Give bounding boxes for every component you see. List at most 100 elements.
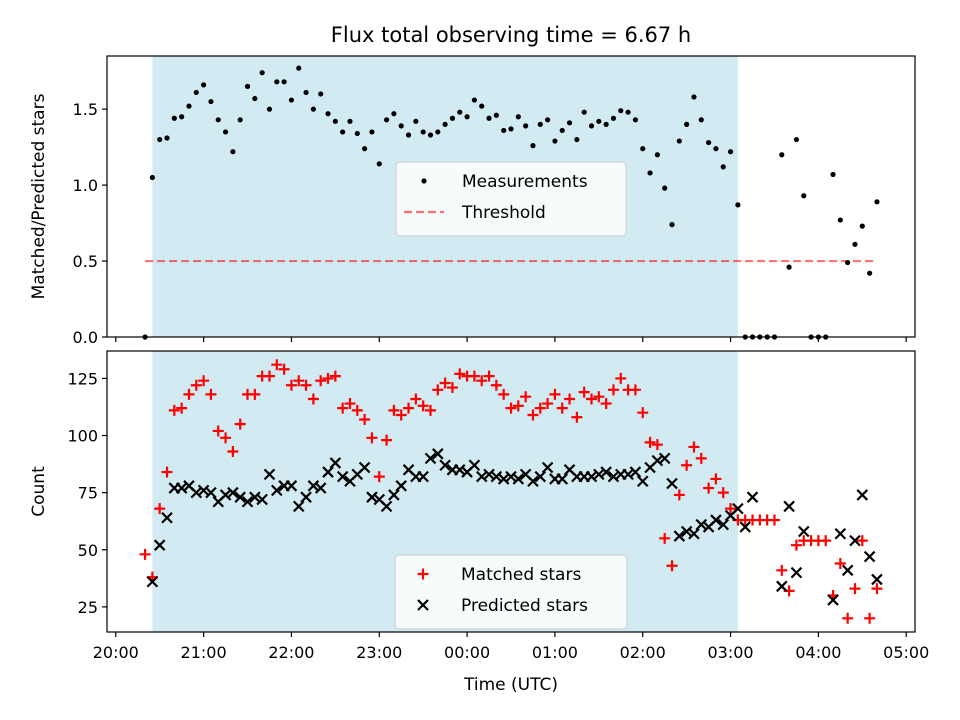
matched-star-marker xyxy=(637,407,649,419)
y-tick-label: 125 xyxy=(67,369,98,388)
predicted-star-marker xyxy=(271,484,283,497)
measurement-point xyxy=(222,129,229,135)
legend-label: Matched stars xyxy=(461,565,581,585)
matched-star-marker xyxy=(666,560,678,572)
matched-star-marker xyxy=(505,402,517,414)
measurement-point xyxy=(493,112,499,118)
predicted-star-marker xyxy=(227,486,239,499)
predicted-star-marker xyxy=(871,573,883,586)
predicted-star-marker xyxy=(475,470,488,483)
measurement-point xyxy=(684,121,690,127)
matched-star-marker xyxy=(725,503,737,515)
legend-measurements-marker xyxy=(421,178,427,184)
x-axis-label: Time (UTC) xyxy=(463,675,558,695)
measurement-point xyxy=(303,89,309,96)
measurement-point xyxy=(845,259,851,266)
matched-star-marker xyxy=(271,359,283,371)
legend-matched-marker xyxy=(417,568,429,580)
legend-label: Predicted stars xyxy=(461,596,588,616)
matched-star-marker xyxy=(168,404,180,416)
measurement-point xyxy=(501,127,507,134)
matched-star-marker xyxy=(593,391,605,403)
measurement-point xyxy=(479,103,485,109)
matched-star-marker xyxy=(864,612,876,624)
measurement-point xyxy=(706,139,712,146)
predicted-star-marker xyxy=(673,530,686,542)
predicted-star-marker xyxy=(739,521,751,533)
matched-star-marker xyxy=(834,557,846,569)
predicted-star-marker xyxy=(651,454,664,467)
matched-star-marker xyxy=(659,532,671,544)
matched-star-marker xyxy=(586,393,598,405)
measurement-point xyxy=(867,270,873,276)
x-tick-label: 04:00 xyxy=(795,643,841,662)
matched-star-marker xyxy=(578,386,590,398)
measurement-point xyxy=(420,129,426,135)
measurement-point xyxy=(376,161,382,167)
predicted-star-marker xyxy=(205,486,217,499)
measurement-point xyxy=(691,94,697,100)
axes-frame xyxy=(106,55,916,338)
predicted-star-marker xyxy=(585,470,598,483)
measurement-point xyxy=(288,97,295,103)
measurement-point xyxy=(523,123,529,129)
matched-star-marker xyxy=(205,388,217,400)
measurement-point xyxy=(149,174,155,181)
matched-star-marker xyxy=(703,482,715,494)
predicted-star-marker xyxy=(629,466,642,478)
predicted-star-marker xyxy=(776,580,788,593)
predicted-star-marker xyxy=(439,459,451,472)
matched-star-marker xyxy=(468,370,480,382)
matched-star-marker xyxy=(388,404,400,416)
matched-star-marker xyxy=(842,612,854,624)
matched-star-marker xyxy=(710,473,722,485)
predicted-star-marker xyxy=(468,459,481,472)
y-tick-label: 1.5 xyxy=(73,100,98,119)
predicted-star-marker xyxy=(175,482,188,494)
matched-star-marker xyxy=(556,402,568,414)
predicted-star-marker xyxy=(292,500,305,513)
matched-star-marker xyxy=(498,388,510,400)
measurement-point xyxy=(727,149,734,155)
predicted-star-marker xyxy=(336,470,349,483)
matched-star-marker xyxy=(542,398,554,410)
predicted-star-marker xyxy=(783,500,795,513)
matched-star-marker xyxy=(212,425,224,437)
matched-star-marker xyxy=(534,402,546,414)
matched-star-marker xyxy=(395,409,407,421)
matched-star-marker xyxy=(571,411,583,423)
predicted-star-marker xyxy=(483,468,495,481)
predicted-star-marker xyxy=(358,461,371,474)
matched-star-marker xyxy=(329,370,341,382)
matched-star-marker xyxy=(300,379,312,391)
measurement-point xyxy=(779,152,785,158)
measurement-point xyxy=(588,123,595,129)
measurement-point xyxy=(281,79,287,85)
predicted-star-marker xyxy=(263,468,276,481)
measurement-point xyxy=(669,222,675,228)
predicted-star-marker xyxy=(593,468,605,481)
x-tick-label: 21:00 xyxy=(181,643,227,662)
predicted-star-marker xyxy=(256,493,268,506)
matched-star-marker xyxy=(490,379,502,391)
measurement-point xyxy=(786,264,792,270)
x-tick-label: 23:00 xyxy=(356,643,402,662)
predicted-star-marker xyxy=(622,468,634,481)
measurement-point xyxy=(157,136,163,143)
measurement-point xyxy=(310,106,316,112)
matched-star-marker xyxy=(695,452,707,464)
matched-star-marker xyxy=(190,379,202,391)
predicted-star-marker xyxy=(695,518,708,531)
matched-star-marker xyxy=(439,377,451,389)
predicted-star-marker xyxy=(366,491,378,503)
matched-star-marker xyxy=(476,375,488,387)
legend-predicted-marker xyxy=(417,599,429,611)
matched-star-marker xyxy=(198,375,210,387)
measurement-point xyxy=(566,120,573,126)
matched-star-marker xyxy=(483,370,495,382)
measurement-point xyxy=(164,135,170,141)
measurement-point xyxy=(559,127,565,134)
y-tick-label: 50 xyxy=(78,541,98,560)
matched-star-marker xyxy=(615,372,627,384)
